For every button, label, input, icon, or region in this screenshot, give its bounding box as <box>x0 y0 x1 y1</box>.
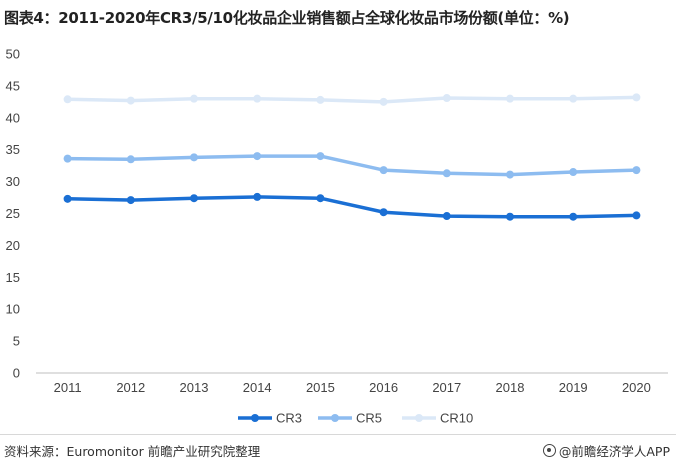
y-tick-label: 30 <box>6 174 20 189</box>
data-point-cr5 <box>63 154 72 163</box>
series-cr3 <box>63 192 641 221</box>
data-point-cr10 <box>190 94 198 103</box>
legend-label: CR5 <box>356 411 382 426</box>
x-tick-label: 2020 <box>622 380 651 395</box>
y-tick-label: 35 <box>6 142 20 157</box>
data-point-cr10 <box>506 94 514 103</box>
data-point-cr3 <box>316 194 325 203</box>
legend-swatch-marker <box>251 414 259 422</box>
y-tick-label: 0 <box>13 366 20 381</box>
data-point-cr10 <box>379 97 388 106</box>
data-point-cr5 <box>190 153 198 162</box>
y-tick-label: 15 <box>6 270 20 285</box>
brand-credit: @前瞻经济学人APP <box>542 441 670 460</box>
source-note: 资料来源：Euromonitor 前瞻产业研究院整理 <box>4 444 261 459</box>
legend-item-cr10: CR10 <box>402 411 473 426</box>
series-line-cr3 <box>65 195 639 219</box>
x-tick-label: 2018 <box>496 380 525 395</box>
data-point-cr5 <box>379 166 388 175</box>
series-group <box>63 93 641 221</box>
data-point-cr5 <box>253 152 262 161</box>
data-point-cr3 <box>632 211 641 220</box>
data-point-cr10 <box>316 95 325 104</box>
data-point-cr3 <box>190 194 198 203</box>
legend-swatch-marker <box>331 414 339 422</box>
data-point-cr3 <box>442 212 451 221</box>
x-tick-label: 2017 <box>432 380 461 395</box>
legend-item-cr3: CR3 <box>238 411 302 426</box>
data-point-cr5 <box>632 166 641 175</box>
data-point-cr10 <box>126 96 135 105</box>
data-point-cr3 <box>126 196 135 205</box>
data-point-cr10 <box>569 94 578 103</box>
x-tick-label: 2013 <box>180 380 209 395</box>
legend-swatch-marker <box>415 414 423 422</box>
chart-title: 图表4：2011-2020年CR3/5/10化妆品企业销售额占全球化妆品市场份额… <box>4 9 570 27</box>
series-cr5 <box>63 152 641 179</box>
y-tick-label: 50 <box>6 47 20 62</box>
x-axis-ticks: 2011 2012 2013 2014 2015 2016 2017 2018 2019 2020 <box>54 380 651 395</box>
x-tick-label: 2019 <box>559 380 588 395</box>
data-point-cr3 <box>569 212 578 221</box>
y-tick-label: 10 <box>6 302 20 317</box>
legend: CR3 CR5 CR10 <box>238 411 473 426</box>
y-tick-label: 20 <box>6 238 20 253</box>
x-tick-label: 2016 <box>369 380 398 395</box>
data-point-cr10 <box>442 94 451 103</box>
x-tick-label: 2015 <box>306 380 335 395</box>
series-line-cr10 <box>65 95 639 104</box>
x-tick-label: 2011 <box>54 380 82 395</box>
data-point-cr3 <box>506 212 514 221</box>
data-point-cr10 <box>253 94 262 103</box>
y-tick-label: 5 <box>13 334 20 349</box>
data-point-cr3 <box>379 208 388 217</box>
data-point-cr3 <box>63 194 72 203</box>
legend-label: CR10 <box>440 411 473 426</box>
legend-label: CR3 <box>276 411 302 426</box>
y-tick-label: 45 <box>6 78 20 93</box>
data-point-cr5 <box>569 168 578 177</box>
data-point-cr10 <box>632 93 641 102</box>
data-point-cr5 <box>506 170 514 179</box>
data-point-cr3 <box>253 192 262 201</box>
data-point-cr10 <box>63 95 72 104</box>
x-tick-label: 2012 <box>116 380 145 395</box>
data-point-cr5 <box>126 155 135 164</box>
data-point-cr5 <box>442 169 451 178</box>
x-tick-label: 2014 <box>243 380 272 395</box>
y-tick-label: 25 <box>6 206 20 221</box>
y-tick-label: 40 <box>6 110 20 125</box>
y-axis-ticks: 0 5 10 15 20 25 30 35 40 45 50 <box>6 47 20 381</box>
series-line-cr5 <box>65 154 639 177</box>
brand-logo-icon <box>542 444 556 457</box>
footer-divider <box>0 434 676 435</box>
data-point-cr5 <box>316 152 325 161</box>
series-cr10 <box>63 93 641 106</box>
legend-item-cr5: CR5 <box>318 411 382 426</box>
brand-label: @前瞻经济学人APP <box>558 444 670 459</box>
